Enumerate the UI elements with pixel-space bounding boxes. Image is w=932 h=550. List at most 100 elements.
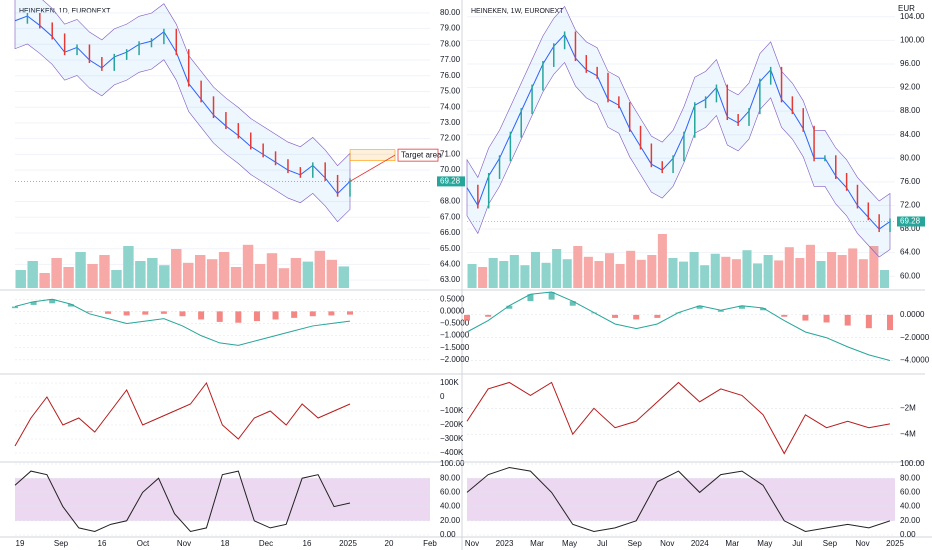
price-line [14,15,351,195]
volume-bar [700,265,710,288]
x-tick-label: Nov [660,539,674,548]
x-tick-label: May [562,539,577,548]
panel-tick-label: 0.00 [900,530,916,539]
x-tick-label: 2025 [339,539,357,548]
volume-bar [742,250,752,288]
x-tick-label: 2023 [496,539,514,548]
y-tick-label: 92.00 [900,83,921,92]
volume-bar [816,261,826,288]
panel-tick-label: 40.00 [440,502,461,511]
volume-bar [879,270,889,288]
volume-bar [254,264,266,288]
macd-hist [179,311,186,317]
y-tick-label: 96.00 [900,59,921,68]
macd-hist [12,306,18,309]
volume-bar [147,258,158,288]
volume-bar [15,270,26,288]
y-tick-label: 65.00 [440,244,461,253]
y-tick-label: 60.00 [900,271,921,280]
panel-tick-label: −1.0000 [440,331,470,340]
panel-tick-label: 100.00 [440,459,465,468]
target-label-box [397,148,439,162]
volume-bar [63,267,74,288]
volume-bar [573,246,583,288]
x-tick-label: 18 [221,539,230,548]
macd-hist [123,311,130,316]
volume-bar [520,265,530,288]
volume-bar [266,253,278,288]
panel-tick-label: −2M [900,403,916,412]
x-tick-label: Sep [54,539,69,548]
panel-tick-label: −400K [440,448,464,457]
macd-hist [142,311,149,315]
indicator-line [466,381,891,455]
volume-bar [647,255,657,288]
panel-tick-label: 20.00 [900,516,921,525]
panel-tick-label: 80.00 [440,473,461,482]
macd-hist [86,311,93,313]
volume-bar [183,262,194,288]
panel-tick-label: 0.0000 [900,310,925,319]
macd-hist [717,310,724,312]
volume-bar [594,261,604,288]
macd-hist [781,314,788,317]
volume-bar [111,270,122,288]
indicator-line [466,467,891,532]
volume-bar [837,255,847,288]
volume-bar [795,258,805,288]
y-tick-label: 66.00 [440,228,461,237]
volume-bar [51,258,62,288]
volume-bar [668,258,678,288]
volume-bar [583,256,593,288]
y-tick-label: 104.00 [900,12,925,21]
y-tick-label: 72.00 [440,134,461,143]
x-tick-label: Nov [855,539,869,548]
volume-bar [326,259,338,288]
y-tick-label: 68.00 [900,224,921,233]
y-tick-label: 64.00 [900,248,921,257]
macd-hist [160,311,167,314]
volume-bar [509,255,519,288]
volume-bar [731,259,741,288]
macd-hist [696,305,703,309]
x-tick-label: Mar [530,539,544,548]
volume-bar [194,255,206,288]
panel-tick-label: −2.0000 [440,355,470,364]
y-tick-label: 80.00 [900,153,921,162]
macd-hist [654,314,661,318]
macd-hist [328,311,335,316]
panel-tick-label: 0.00 [440,530,456,539]
volume-bar [488,258,498,288]
macd-hist [198,311,205,320]
y-tick-label: 64.00 [440,260,461,269]
envelope-band [14,0,351,223]
panel-tick-label: 0.5000 [440,294,465,303]
macd-hist [485,314,492,317]
indicator-line [14,381,351,447]
x-tick-label: Sep [628,539,643,548]
panel-tick-label: −200K [440,420,464,429]
volume-bar [848,248,858,288]
x-tick-label: 16 [98,539,107,548]
panel-tick-label: −4.0000 [900,356,930,365]
x-tick-label: Sep [823,539,838,548]
volume-bar [869,246,879,288]
volume-bar [562,259,572,288]
y-tick-label: 77.00 [440,55,461,64]
volume-bar [636,259,646,288]
x-tick-label: Feb [423,539,437,548]
y-tick-label: 84.00 [900,130,921,139]
panel-tick-label: 60.00 [440,488,461,497]
volume-bar [784,247,794,288]
y-tick-label: 80.00 [440,8,461,17]
macd-hist [887,314,893,331]
indicator-line [14,298,351,346]
macd-hist [272,311,279,320]
volume-bar [478,267,488,288]
volume-bar [604,253,615,288]
volume-bar [753,263,763,288]
y-tick-label: 75.00 [440,87,461,96]
panel-tick-label: −4M [900,429,916,438]
macd-hist [506,305,513,309]
